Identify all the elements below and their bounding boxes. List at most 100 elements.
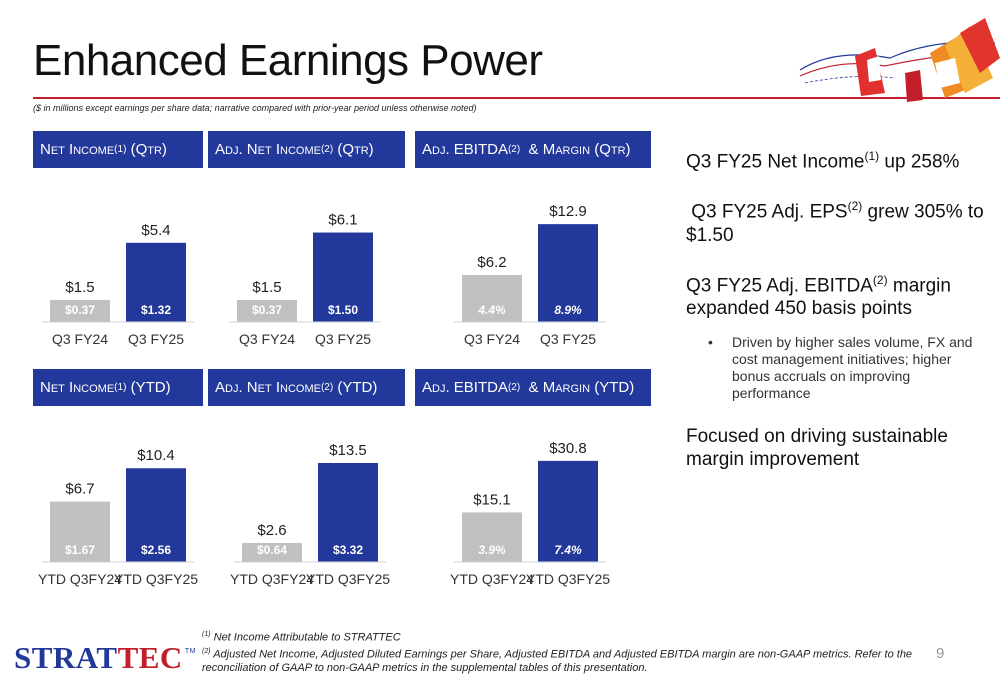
chart-adj-ebitda-ytd: $15.1 3.9% YTD Q3FY24 $30.8 7.4% YTD Q3FY25 bbox=[450, 430, 610, 600]
bar-current-period bbox=[313, 232, 373, 322]
panel-header-net-income-qtr: Net Income (1) (Qtr) bbox=[33, 131, 203, 168]
category-label: Q3 FY25 bbox=[315, 331, 371, 347]
bar-prior-period bbox=[237, 300, 297, 322]
footnote-marker: (2) bbox=[847, 199, 863, 214]
footnote-marker: (2) bbox=[320, 144, 334, 155]
panel-title-text: Net Income bbox=[40, 379, 115, 396]
bar-chart-svg: $1.5 $0.37 Q3 FY24 $5.4 $1.32 Q3 FY25 bbox=[42, 222, 194, 347]
panel-title-text: Adj. EBITDA bbox=[422, 379, 508, 396]
highlight-adj-eps: Q3 FY25 Adj. EPS(2) grew 305% to $1.50 bbox=[686, 195, 986, 246]
strattec-logo: STRATTEC TM bbox=[14, 640, 196, 676]
bar-inner-label: $0.37 bbox=[252, 303, 282, 317]
trademark-mark: TM bbox=[184, 648, 196, 655]
bar-inner-label: $0.64 bbox=[257, 543, 287, 557]
category-label: Q3 FY24 bbox=[52, 331, 108, 347]
highlight-net-income: Q3 FY25 Net Income(1) up 258% bbox=[686, 145, 986, 173]
panel-title-suffix: (Qtr) bbox=[126, 141, 167, 158]
bar-value-label: $1.5 bbox=[252, 279, 281, 296]
category-label: YTD Q3FY24 bbox=[38, 571, 122, 587]
bar-value-label: $10.4 bbox=[137, 447, 175, 464]
highlight-text: Q3 FY25 Adj. EPS bbox=[686, 201, 848, 223]
category-label: Q3 FY25 bbox=[128, 331, 184, 347]
bar-value-label: $6.1 bbox=[328, 212, 357, 229]
page-number: 9 bbox=[936, 645, 945, 662]
footnote-marker: (1) bbox=[864, 149, 880, 163]
sub-bullet-text: Driven by higher sales volume, FX and co… bbox=[732, 333, 973, 401]
panel-header-adj-ebitda-qtr: Adj. EBITDA (2) & Margin (Qtr) bbox=[415, 131, 651, 168]
footnote-1: (1) Net Income Attributable to STRATTEC bbox=[202, 628, 922, 645]
category-label: YTD Q3FY25 bbox=[114, 571, 198, 587]
footnote-marker: (2) bbox=[320, 382, 334, 393]
bar-value-label: $6.7 bbox=[65, 481, 94, 498]
bar-chart-svg: $2.6 $0.64 YTD Q3FY24 $13.5 $3.32 YTD Q3FY25 bbox=[230, 442, 390, 587]
chart-net-income-ytd: $6.7 $1.67 YTD Q3FY24 $10.4 $2.56 YTD Q3FY25 bbox=[38, 430, 198, 600]
chart-adj-net-income-ytd: $2.6 $0.64 YTD Q3FY24 $13.5 $3.32 YTD Q3FY25 bbox=[230, 430, 390, 600]
bar-chart-svg: $1.5 $0.37 Q3 FY24 $6.1 $1.50 Q3 FY25 bbox=[229, 212, 381, 347]
footnote-2: (2) Adjusted Net Income, Adjusted Dilute… bbox=[202, 645, 922, 676]
bar-current-period bbox=[538, 460, 598, 562]
bar-value-label: $6.2 bbox=[477, 254, 506, 271]
brand-graphic bbox=[799, 18, 1000, 102]
footnote-marker: (2) bbox=[202, 647, 211, 655]
bar-prior-period bbox=[462, 274, 522, 322]
bar-current-period bbox=[126, 468, 186, 562]
logo-text-tec: TEC bbox=[117, 640, 183, 675]
category-label: YTD Q3FY24 bbox=[450, 571, 534, 587]
category-label: YTD Q3FY25 bbox=[526, 571, 610, 587]
bar-value-label: $12.9 bbox=[549, 203, 587, 220]
chart-net-income-qtr: $1.5 $0.37 Q3 FY24 $5.4 $1.32 Q3 FY25 bbox=[38, 190, 198, 360]
bar-inner-label: $1.67 bbox=[65, 543, 95, 557]
panel-header-adj-net-income-ytd: Adj. Net Income (2) (YTD) bbox=[208, 369, 405, 406]
category-label: Q3 FY24 bbox=[464, 331, 520, 347]
panel-header-net-income-ytd: Net Income (1) (YTD) bbox=[33, 369, 203, 406]
bar-prior-period bbox=[242, 542, 302, 562]
footnote-text: Net Income Attributable to STRATTEC bbox=[210, 631, 401, 644]
bar-inner-label: $0.37 bbox=[65, 303, 95, 317]
panel-title-suffix: (Qtr) bbox=[333, 141, 374, 158]
panel-title-text: Adj. Net Income bbox=[215, 379, 321, 396]
logo-text-strat: STRAT bbox=[14, 640, 118, 675]
highlight-text: up 258% bbox=[879, 151, 960, 173]
footnote-marker: (1) bbox=[114, 144, 127, 155]
panel-title-suffix: & Margin (Qtr) bbox=[520, 141, 631, 158]
footnote-marker: (2) bbox=[872, 272, 888, 287]
highlight-text: Q3 FY25 Adj. EBITDA bbox=[686, 274, 873, 296]
bullet-dot-icon: • bbox=[708, 333, 713, 350]
page-title: Enhanced Earnings Power bbox=[33, 36, 543, 85]
bar-value-label: $1.5 bbox=[65, 279, 94, 296]
bar-value-label: $5.4 bbox=[141, 222, 170, 239]
bar-value-label: $15.1 bbox=[473, 491, 511, 508]
bar-inner-label: $1.32 bbox=[141, 303, 171, 317]
highlights-list: Q3 FY25 Net Income(1) up 258% Q3 FY25 Ad… bbox=[686, 145, 986, 471]
footnote-marker: (1) bbox=[114, 382, 127, 393]
bar-chart-svg: $15.1 3.9% YTD Q3FY24 $30.8 7.4% YTD Q3FY25 bbox=[450, 440, 610, 587]
panel-title-suffix: & Margin (YTD) bbox=[520, 379, 635, 396]
footnote-marker: (1) bbox=[202, 631, 211, 638]
bar-chart-svg: $6.7 $1.67 YTD Q3FY24 $10.4 $2.56 YTD Q3FY25 bbox=[38, 447, 198, 587]
bar-value-label: $13.5 bbox=[329, 442, 367, 459]
bar-value-label: $2.6 bbox=[257, 522, 286, 539]
panel-header-adj-ebitda-ytd: Adj. EBITDA (2) & Margin (YTD) bbox=[415, 369, 651, 406]
category-label: YTD Q3FY25 bbox=[306, 571, 390, 587]
highlight-text: grew 305% to $1.50 bbox=[686, 201, 984, 246]
panel-title-suffix: (YTD) bbox=[126, 379, 171, 396]
bar-prior-period bbox=[50, 300, 110, 322]
bar-prior-period bbox=[462, 512, 522, 562]
bar-inner-label: $3.32 bbox=[333, 543, 363, 557]
category-label: Q3 FY25 bbox=[540, 331, 596, 347]
page-subtitle: ($ in millions except earnings per share… bbox=[33, 103, 477, 113]
highlight-text: margin expanded 450 basis points bbox=[686, 274, 951, 319]
bar-inner-label: 7.4% bbox=[554, 543, 582, 557]
bar-prior-period bbox=[50, 501, 110, 562]
panel-header-adj-net-income-qtr: Adj. Net Income (2) (Qtr) bbox=[208, 131, 405, 168]
chart-adj-ebitda-qtr: $6.2 4.4% Q3 FY24 $12.9 8.9% Q3 FY25 bbox=[450, 190, 610, 360]
footnote-marker: (2) bbox=[507, 144, 521, 155]
bar-inner-label: $1.50 bbox=[328, 303, 358, 317]
bar-inner-label: 8.9% bbox=[554, 303, 582, 317]
footnote-text: Adjusted Net Income, Adjusted Diluted Ea… bbox=[202, 648, 913, 675]
footnote-marker: (2) bbox=[507, 382, 521, 393]
bar-current-period bbox=[126, 242, 186, 322]
footnotes: (1) Net Income Attributable to STRATTEC … bbox=[202, 628, 922, 675]
title-divider bbox=[33, 97, 1000, 99]
bar-inner-label: 3.9% bbox=[478, 543, 506, 557]
